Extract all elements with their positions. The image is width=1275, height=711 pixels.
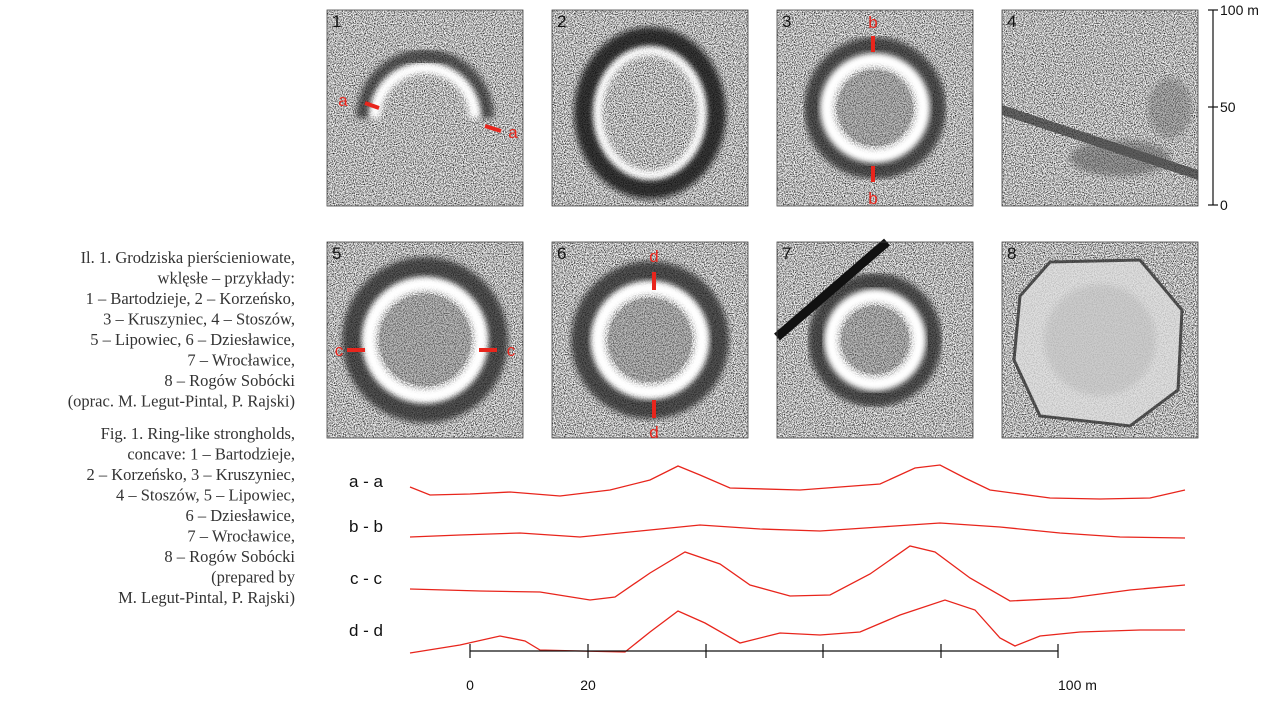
section-label: c [507,341,516,360]
panel-border [776,241,974,439]
profile-d [409,599,1185,654]
caption-line: wklęsłe – przykłady: [158,269,295,288]
interior [841,306,909,374]
panel-number: 3 [782,12,791,31]
image-panel: 1 a a [326,9,524,207]
caption-line: M. Legut-Pintal, P. Rajski) [118,588,295,607]
scale-label: 0 [466,677,474,693]
section-label: a [508,123,518,142]
panel-number: 6 [557,244,566,263]
profile-label: a - a [349,472,384,491]
panel-border [551,241,749,439]
rampart-shadow [342,257,508,423]
panel-border [1001,241,1199,439]
rampart-shadow [356,49,494,119]
rampart [594,47,706,179]
caption-line: 4 – Stoszów, 5 – Lipowiec, [116,486,295,505]
road [774,238,890,341]
panel-number: 4 [1007,12,1016,31]
panel-border [551,9,749,207]
rampart [362,277,488,403]
vertical-scale [1208,9,1218,206]
panel-number: 8 [1007,244,1016,263]
image-panel: 5 c c [326,241,524,439]
profile-c [409,545,1186,602]
panel-number: 7 [782,244,791,263]
panel-number: 1 [332,12,341,31]
scale-label: 100 m [1058,677,1097,693]
caption-line: concave: 1 – Bartodzieje, [127,445,295,464]
panel-border [326,241,524,439]
panel-border [326,9,524,207]
rampart-shadow [574,27,726,199]
profiles [409,464,1186,654]
section-marker [364,101,380,110]
rampart [591,281,709,399]
caption-line: 7 – Wrocławice, [187,527,295,546]
image-panel: 6 d d [551,241,749,442]
image-panel: 4 [1001,9,1199,207]
rampart-shadow [571,261,729,419]
caption-line: 6 – Dziesławice, [186,506,296,525]
panel-number: 2 [557,12,566,31]
rampart-shadow [808,273,942,407]
rampart [369,62,481,119]
image-panel: 3 b b [776,9,974,208]
profile-a [409,464,1186,500]
caption-line: 5 – Lipowiec, 6 – Dziesławice, [90,330,295,349]
caption-line: Il. 1. Grodziska pierścieniowate, [81,248,295,267]
scale-label: 100 m [1220,2,1259,18]
section-label: d [649,247,658,266]
caption-line: 8 – Rogów Sobócki [164,547,295,566]
panel-border [1001,9,1199,207]
scale-label: 0 [1220,197,1228,213]
caption-line: 3 – Kruszyniec, 4 – Stoszów, [103,310,295,329]
section-label: a [338,91,348,110]
scale-label: 20 [580,677,596,693]
crop-mark [1148,78,1192,138]
image-panel: 7 [774,238,974,439]
caption-line: 2 – Korzeńsko, 3 – Kruszyniec, [87,465,296,484]
caption-line: 8 – Rogów Sobócki [164,371,295,390]
scale-label: 50 [1220,99,1236,115]
panel-border [776,9,974,207]
caption-line: (prepared by [211,568,296,587]
panel-texture [327,10,523,206]
interior [1044,284,1156,396]
image-panel: 2 [551,9,749,207]
interior [837,70,913,146]
crop-mark [1070,140,1170,176]
caption-line: Fig. 1. Ring-like strongholds, [101,424,295,443]
section-label: b [868,189,877,208]
interior [608,298,692,382]
section-label: c [335,341,344,360]
section-label: d [649,423,658,442]
section-marker [484,124,502,133]
horizontal-scale [469,644,1059,658]
profile-label: c - c [350,569,383,588]
rampart [820,53,930,163]
panel-number: 5 [332,244,341,263]
interior [379,294,471,386]
caption-line: (oprac. M. Legut-Pintal, P. Rajski) [68,392,295,411]
profile-b [409,522,1186,539]
section-label: b [868,13,877,32]
image-panel: 8 [1001,241,1199,439]
caption-line: 7 – Wrocławice, [187,351,295,370]
profile-label: d - d [349,621,383,640]
caption-line: 1 – Bartodzieje, 2 – Korzeńsko, [86,289,295,308]
profile-label: b - b [349,517,383,536]
rampart [824,289,926,391]
